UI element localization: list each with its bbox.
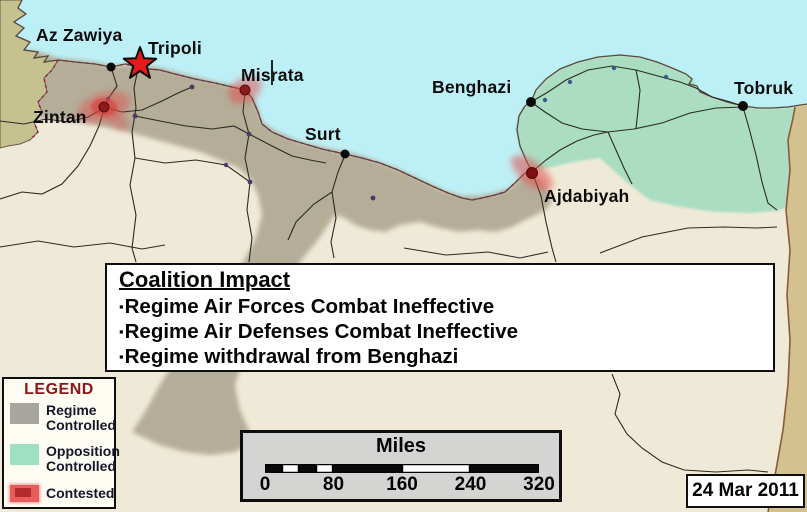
regime-swatch-icon: [10, 403, 39, 424]
bullet-icon: ▪: [119, 349, 124, 364]
legend-item-regime: Regime Controlled: [10, 403, 116, 433]
date-label: 24 Mar 2011: [686, 474, 805, 508]
legend-panel: LEGEND Regime Controlled Opposition Cont…: [2, 377, 120, 509]
road-junction-dots: [105, 84, 376, 201]
contested-swatch-icon: [10, 485, 39, 502]
legend-item-opposition: Opposition Controlled: [10, 444, 120, 474]
city-label-tobruk: Tobruk: [734, 78, 794, 98]
egypt-region: [768, 105, 807, 512]
tunisia-border: [29, 59, 59, 141]
coalition-impact-title: Coalition Impact: [119, 267, 291, 292]
egypt-border: [767, 106, 796, 512]
bullet-icon: ▪: [119, 324, 124, 339]
coastline: [12, 0, 807, 201]
city-label-zintan: Zintan: [33, 107, 87, 127]
opposition-swatch-icon: [10, 444, 39, 465]
city-dot-tobruk: [738, 101, 748, 111]
regime-area: [0, 48, 552, 455]
green-area-junction-dots: [542, 65, 669, 103]
scale-ticks: 0 80 160 240 320: [259, 474, 555, 495]
city-label-ajdabiyah: Ajdabiyah: [544, 186, 630, 206]
contested-marker-ajdabiyah: [511, 155, 553, 191]
city-label-az-zawiya: Az Zawiya: [36, 25, 123, 45]
city-dot-surt: [340, 149, 350, 159]
coalition-bullet: ▪Regime Air Defenses Combat Ineffective: [119, 320, 519, 343]
coalition-impact-panel: Coalition Impact ▪Regime Air Forces Comb…: [105, 263, 775, 372]
legend-title: LEGEND: [24, 381, 94, 398]
legend-item-contested: Contested: [10, 485, 114, 502]
bullet-icon: ▪: [119, 299, 124, 314]
city-label-tripoli: Tripoli: [148, 38, 202, 58]
coalition-bullet: ▪Regime withdrawal from Benghazi: [119, 345, 459, 368]
contested-marker-misrata: [228, 76, 262, 104]
scale-title: Miles: [375, 435, 427, 457]
scale-bar: [265, 464, 539, 473]
city-dot-az-zawiya: [106, 62, 116, 72]
coalition-bullet: ▪Regime Air Forces Combat Ineffective: [119, 295, 495, 318]
sea-region: [14, 0, 807, 200]
capital-star-icon: [122, 46, 158, 79]
city-dots: [106, 62, 748, 159]
text-cursor-artifact: [271, 60, 273, 85]
contested-marker-zintan: [77, 91, 131, 131]
city-dot-benghazi: [526, 97, 536, 107]
coastal-road-dashes: [57, 59, 532, 201]
opposition-area: [516, 55, 807, 213]
city-label-benghazi: Benghazi: [432, 77, 512, 97]
city-label-surt: Surt: [305, 124, 341, 144]
scale-bar-panel: Miles 0 80 160 240 320: [240, 430, 562, 502]
